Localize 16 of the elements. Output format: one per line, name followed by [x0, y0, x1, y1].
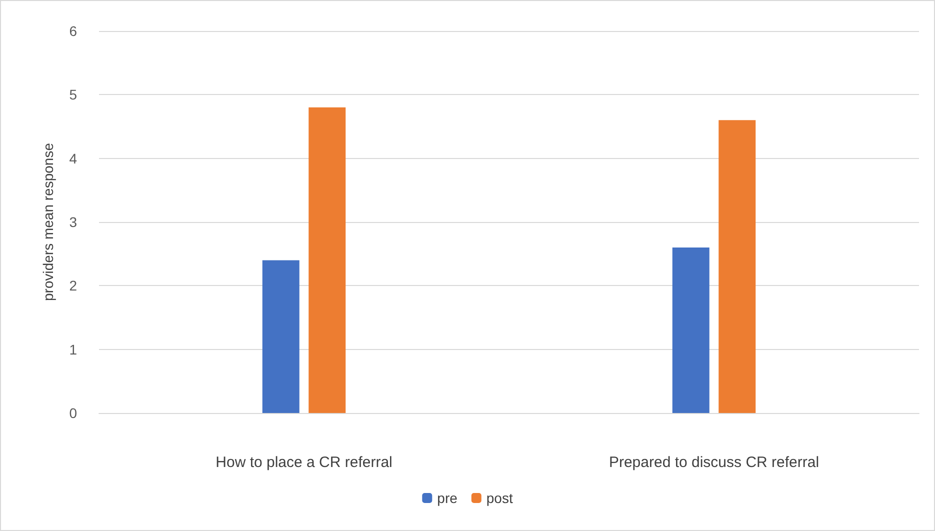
bar [308, 107, 346, 413]
y-tick-label: 5 [69, 86, 78, 103]
y-tick-label: 0 [69, 405, 78, 421]
x-tick-label: How to place a CR referral [216, 454, 392, 471]
bar [262, 260, 300, 413]
x-tick-label: Prepared to discuss CR referral [608, 454, 820, 471]
y-axis-title: providers mean response [40, 142, 56, 301]
legend-label: post [486, 490, 513, 506]
bar [718, 120, 756, 413]
y-tick-label: 4 [69, 150, 78, 166]
bar [672, 247, 710, 413]
y-tick-label: 3 [69, 214, 78, 230]
legend-label: pre [437, 490, 458, 506]
y-tick-label: 1 [69, 341, 78, 358]
y-tick-label: 6 [69, 23, 78, 39]
y-tick-label: 2 [69, 278, 78, 294]
